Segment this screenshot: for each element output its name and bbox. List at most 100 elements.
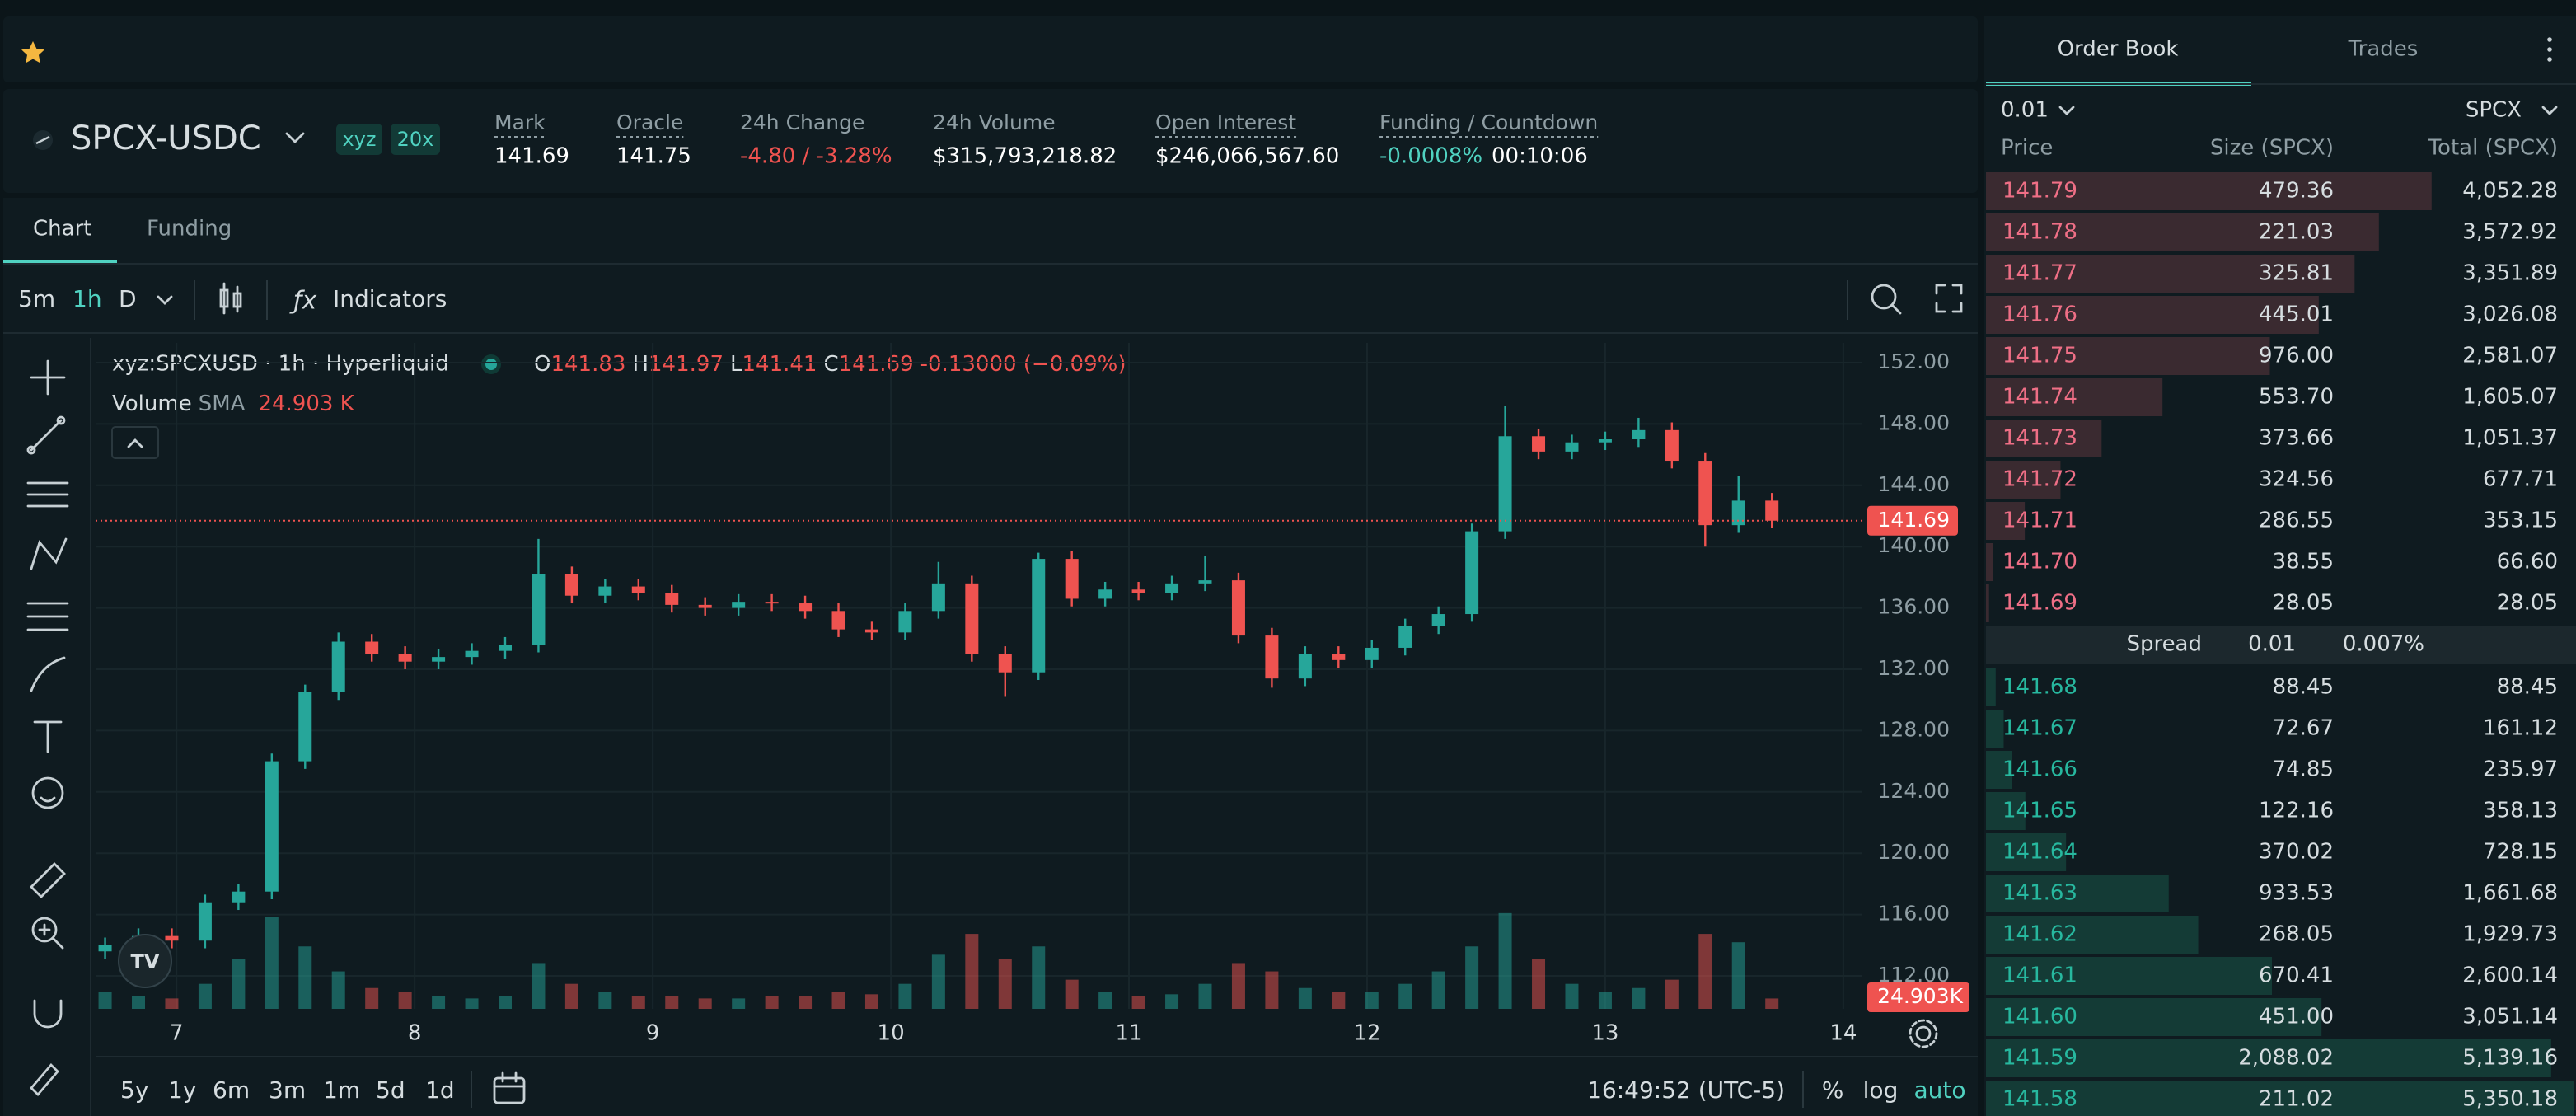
drawing-tools[interactable]	[26, 359, 69, 1097]
fullscreen-icon[interactable]	[1935, 284, 1963, 313]
candle-body	[365, 641, 379, 654]
log-toggle[interactable]: log	[1863, 1076, 1899, 1104]
price[interactable]: 141.62	[2002, 922, 2077, 947]
size: 2,088.02	[2238, 1046, 2334, 1071]
candle-body	[1465, 531, 1479, 615]
tab[interactable]: Funding	[147, 217, 232, 241]
y-tick-label: 140.00	[1878, 533, 1950, 557]
size: 88.45	[2273, 675, 2334, 700]
candle-body	[698, 604, 712, 608]
price[interactable]: 141.77	[2002, 261, 2077, 286]
y-tick-label: 152.00	[1878, 349, 1950, 373]
unit-dropdown[interactable]	[2541, 106, 2558, 115]
star-icon[interactable]	[21, 41, 44, 63]
total: 2,600.14	[2462, 964, 2558, 988]
candle-body	[1565, 442, 1579, 452]
pair-dropdown[interactable]	[285, 132, 305, 143]
candle-body	[98, 945, 112, 952]
candle-body	[532, 574, 546, 645]
tab[interactable]: Trades	[2348, 37, 2419, 62]
indicators-button[interactable]: Indicators	[333, 285, 447, 312]
price[interactable]: 141.78	[2002, 220, 2077, 245]
zoom-icon[interactable]	[1871, 284, 1902, 315]
depth-bar	[1986, 751, 2012, 789]
candle-body	[665, 593, 679, 605]
tab[interactable]: Order Book	[2058, 37, 2179, 62]
total: 3,051.14	[2462, 1005, 2558, 1029]
price[interactable]: 141.63	[2002, 881, 2077, 906]
tick-size-dropdown[interactable]	[2058, 106, 2075, 115]
price[interactable]: 141.68	[2002, 675, 2077, 700]
candle-body	[498, 645, 512, 651]
tick-size[interactable]: 0.01	[2001, 98, 2049, 123]
y-tick-label: 116.00	[1878, 902, 1950, 926]
candle-body	[598, 586, 612, 596]
tab[interactable]: Chart	[33, 217, 91, 241]
range-button[interactable]: 1d	[425, 1076, 455, 1104]
price[interactable]: 141.58	[2002, 1087, 2077, 1112]
price[interactable]: 141.59	[2002, 1046, 2077, 1071]
column-header: Price	[2001, 136, 2053, 161]
fx-icon[interactable]: ƒx	[289, 287, 317, 316]
y-tick-label: 120.00	[1878, 840, 1950, 864]
range-button[interactable]: 5y	[120, 1076, 148, 1104]
candle-body	[1298, 654, 1312, 679]
range-button[interactable]: 1y	[168, 1076, 196, 1104]
unit-select[interactable]: SPCX	[2466, 98, 2522, 123]
range-button[interactable]: 5d	[376, 1076, 405, 1104]
volume-bar	[564, 983, 578, 1009]
interval[interactable]: D	[119, 285, 137, 312]
price[interactable]: 141.75	[2002, 344, 2077, 368]
price[interactable]: 141.60	[2002, 1005, 2077, 1029]
interval-dropdown[interactable]	[157, 295, 173, 305]
interval[interactable]: 5m	[18, 285, 55, 312]
candle-type-icon[interactable]	[219, 282, 242, 315]
volume-bar	[1632, 987, 1646, 1009]
size: 325.81	[2259, 261, 2334, 286]
price[interactable]: 141.64	[2002, 840, 2077, 865]
volume-bar	[532, 963, 546, 1009]
range-button[interactable]: 1m	[323, 1076, 360, 1104]
more-menu[interactable]	[2547, 37, 2552, 62]
price[interactable]: 141.69	[2002, 591, 2077, 616]
spread-label: Spread	[2126, 632, 2202, 657]
price[interactable]: 141.67	[2002, 716, 2077, 741]
stat-value: $246,066,567.60	[1155, 144, 1339, 169]
price[interactable]: 141.70	[2002, 550, 2077, 574]
price[interactable]: 141.73	[2002, 426, 2077, 451]
candle-body	[465, 650, 479, 658]
candle-body	[1131, 589, 1145, 593]
range-button[interactable]: 6m	[213, 1076, 250, 1104]
x-tick-label: 9	[646, 1021, 660, 1046]
depth-bar	[1986, 543, 1993, 581]
price[interactable]: 141.74	[2002, 385, 2077, 410]
settings-icon[interactable]	[1909, 1019, 1938, 1048]
candle-body	[831, 611, 845, 630]
volume-label: 24.903K	[1877, 984, 1963, 1008]
total: 5,139.16	[2462, 1046, 2558, 1071]
total: 66.60	[2497, 550, 2558, 574]
total: 235.97	[2483, 757, 2558, 782]
auto-toggle[interactable]: auto	[1913, 1076, 1965, 1104]
range-button[interactable]: 3m	[269, 1076, 306, 1104]
pair-name[interactable]: SPCX-USDC	[71, 120, 261, 157]
calendar-icon[interactable]	[493, 1071, 526, 1104]
total: 677.71	[2483, 467, 2558, 492]
collapse-legend[interactable]	[111, 426, 159, 459]
candle-body	[1065, 559, 1079, 599]
stat-value: $315,793,218.82	[933, 144, 1117, 169]
candle-body	[1598, 438, 1612, 443]
price[interactable]: 141.76	[2002, 302, 2077, 327]
price[interactable]: 141.72	[2002, 467, 2077, 492]
tradingview-logo[interactable]	[118, 934, 172, 988]
price[interactable]: 141.61	[2002, 964, 2077, 988]
percent-toggle[interactable]: %	[1822, 1076, 1844, 1104]
price[interactable]: 141.65	[2002, 799, 2077, 823]
volume-bar	[1431, 971, 1445, 1009]
price[interactable]: 141.71	[2002, 509, 2077, 533]
volume-bar	[1465, 946, 1479, 1009]
interval-active[interactable]: 1h	[73, 285, 102, 312]
price[interactable]: 141.79	[2002, 179, 2077, 204]
total: 3,026.08	[2462, 302, 2558, 327]
price[interactable]: 141.66	[2002, 757, 2077, 782]
